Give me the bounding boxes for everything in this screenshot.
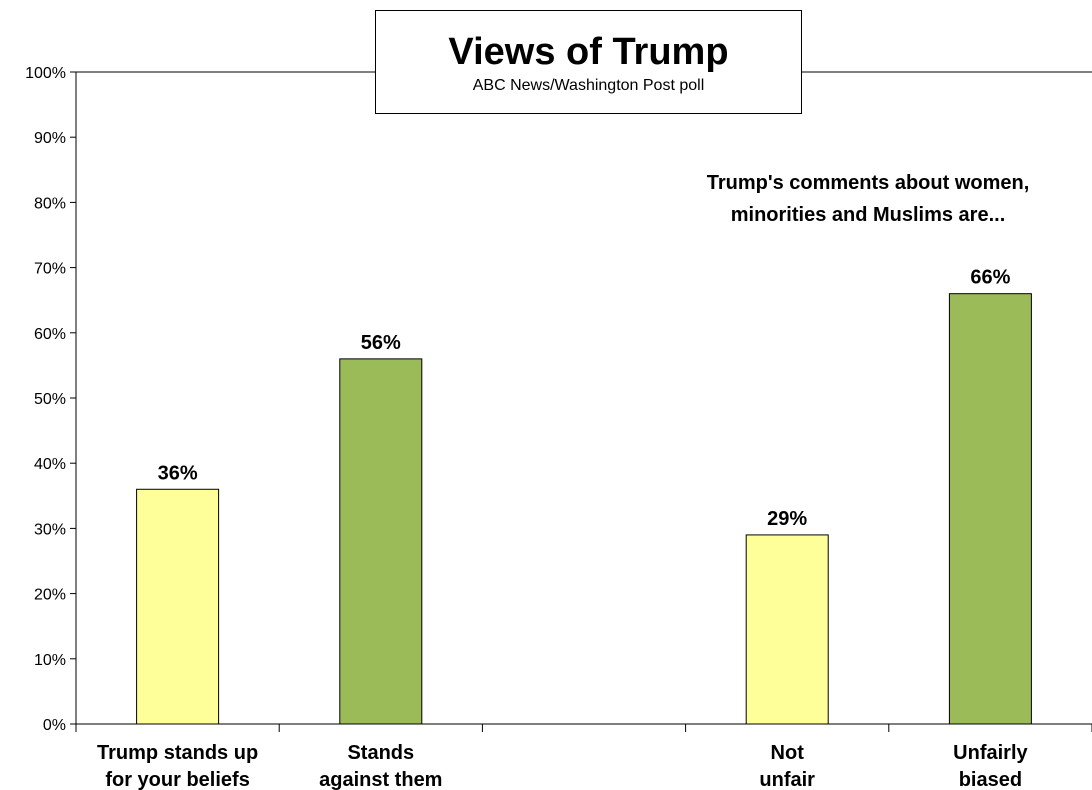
y-tick-label: 70%: [34, 261, 66, 278]
y-tick-label: 80%: [34, 195, 66, 212]
bar: [948, 293, 1032, 725]
bar: [136, 488, 220, 725]
chart-subtitle: ABC News/Washington Post poll: [472, 77, 705, 94]
chart-title: Views of Trump: [448, 31, 729, 73]
x-category-label: Not: [771, 742, 805, 764]
x-category-label: against them: [319, 769, 442, 790]
y-axis: 0% 10% 20% 30% 40% 50% 60% 70% 80% 90% 100%: [25, 65, 1092, 734]
bars: 36% 56% 29% 66%: [136, 267, 1032, 725]
x-category-label: for your beliefs: [105, 769, 249, 790]
x-category-label: unfair: [759, 769, 815, 790]
bar-value-label: 29%: [767, 508, 807, 530]
x-category-label: Stands: [347, 742, 414, 764]
annotation-line-1: Trump's comments about women,: [707, 172, 1030, 194]
y-tick-label: 20%: [34, 587, 66, 604]
y-tick-label: 50%: [34, 391, 66, 408]
bar: [339, 358, 423, 725]
bar-value-label: 56%: [361, 332, 401, 354]
bar-value-label: 66%: [970, 267, 1010, 289]
annotation-line-2: minorities and Muslims are...: [731, 204, 1006, 226]
bar-value-label: 36%: [158, 462, 198, 484]
y-tick-label: 100%: [25, 65, 66, 82]
x-axis-labels: Trump stands up for your beliefs Stands aga…: [97, 742, 1028, 790]
y-tick-label: 60%: [34, 326, 66, 343]
chart-title-box: Views of Trump ABC News/Washington Post …: [375, 10, 802, 114]
y-tick-label: 90%: [34, 130, 66, 147]
x-category-label: Trump stands up: [97, 742, 258, 764]
x-category-label: Unfairly: [953, 742, 1028, 764]
bar: [745, 534, 829, 725]
y-tick-label: 40%: [34, 456, 66, 473]
y-tick-label: 0%: [43, 717, 66, 734]
y-tick-label: 10%: [34, 652, 66, 669]
x-category-label: biased: [959, 769, 1022, 790]
y-tick-label: 30%: [34, 521, 66, 538]
